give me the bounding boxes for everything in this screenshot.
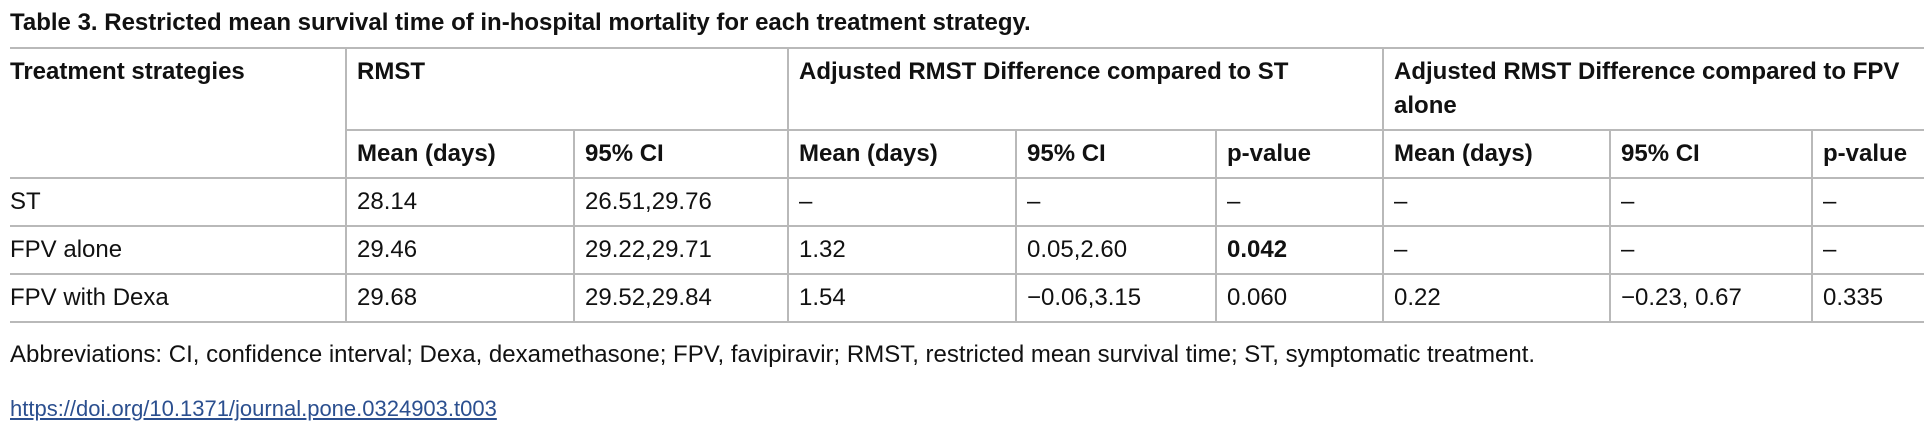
cell-st-ci: −0.06,3.15 (1015, 274, 1216, 323)
table-caption: Table 3. Restricted mean survival time o… (10, 9, 1031, 36)
doi-link[interactable]: https://doi.org/10.1371/journal.pone.032… (10, 396, 497, 421)
header-adjusted-vs-fpv: Adjusted RMST Difference compared to FPV… (1382, 47, 1925, 131)
cell-st-pvalue: – (1214, 178, 1384, 227)
sub-header-rmst-mean: Mean (days) (345, 130, 574, 179)
cell-fpv-mean: – (1382, 178, 1611, 227)
cell-rmst-ci: 29.52,29.84 (573, 274, 788, 323)
cell-st-pvalue: 0.060 (1214, 274, 1384, 323)
sub-header-row: Mean (days) 95% CI Mean (days) 95% CI p-… (10, 130, 1925, 179)
cell-fpv-ci: – (1609, 226, 1813, 275)
cell-st-pvalue: 0.042 (1214, 226, 1384, 275)
sub-header-st-mean: Mean (days) (787, 130, 1016, 179)
table-row: FPV alone 29.46 29.22,29.71 1.32 0.05,2.… (10, 226, 1925, 275)
header-rmst: RMST (345, 47, 788, 131)
cell-treatment: FPV alone (10, 226, 346, 275)
cell-rmst-ci: 26.51,29.76 (573, 178, 788, 227)
cell-fpv-ci: – (1609, 178, 1813, 227)
cell-fpv-pvalue: 0.335 (1811, 274, 1925, 323)
table-row: ST 28.14 26.51,29.76 – – – – – – (10, 178, 1925, 227)
cell-st-mean: 1.54 (787, 274, 1016, 323)
sub-header-fpv-mean: Mean (days) (1382, 130, 1611, 179)
rmst-table: Treatment strategies RMST Adjusted RMST … (10, 47, 1925, 323)
cell-st-mean: – (787, 178, 1016, 227)
sub-header-fpv-pvalue: p-value (1811, 130, 1925, 179)
header-treatment-strategies: Treatment strategies (10, 47, 346, 179)
cell-rmst-mean: 29.68 (345, 274, 574, 323)
sub-header-fpv-ci: 95% CI (1609, 130, 1813, 179)
cell-treatment: FPV with Dexa (10, 274, 346, 323)
cell-fpv-mean: 0.22 (1382, 274, 1611, 323)
cell-fpv-ci: −0.23, 0.67 (1609, 274, 1813, 323)
cell-rmst-mean: 28.14 (345, 178, 574, 227)
table-container: Treatment strategies RMST Adjusted RMST … (10, 47, 1925, 323)
table-row: FPV with Dexa 29.68 29.52,29.84 1.54 −0.… (10, 274, 1925, 323)
cell-fpv-pvalue: – (1811, 178, 1925, 227)
header-adjusted-vs-st: Adjusted RMST Difference compared to ST (786, 47, 1384, 131)
cell-fpv-mean: – (1382, 226, 1611, 275)
sub-header-st-ci: 95% CI (1015, 130, 1216, 179)
cell-fpv-pvalue: – (1811, 226, 1925, 275)
cell-treatment: ST (10, 178, 346, 227)
cell-st-ci: – (1015, 178, 1216, 227)
sub-header-st-pvalue: p-value (1214, 130, 1384, 179)
sub-header-rmst-ci: 95% CI (573, 130, 788, 179)
group-header-row: Treatment strategies RMST Adjusted RMST … (10, 47, 1925, 179)
table-footnote: Abbreviations: CI, confidence interval; … (10, 341, 1536, 368)
cell-st-mean: 1.32 (787, 226, 1016, 275)
cell-rmst-ci: 29.22,29.71 (573, 226, 788, 275)
cell-rmst-mean: 29.46 (345, 226, 574, 275)
cell-st-ci: 0.05,2.60 (1015, 226, 1216, 275)
